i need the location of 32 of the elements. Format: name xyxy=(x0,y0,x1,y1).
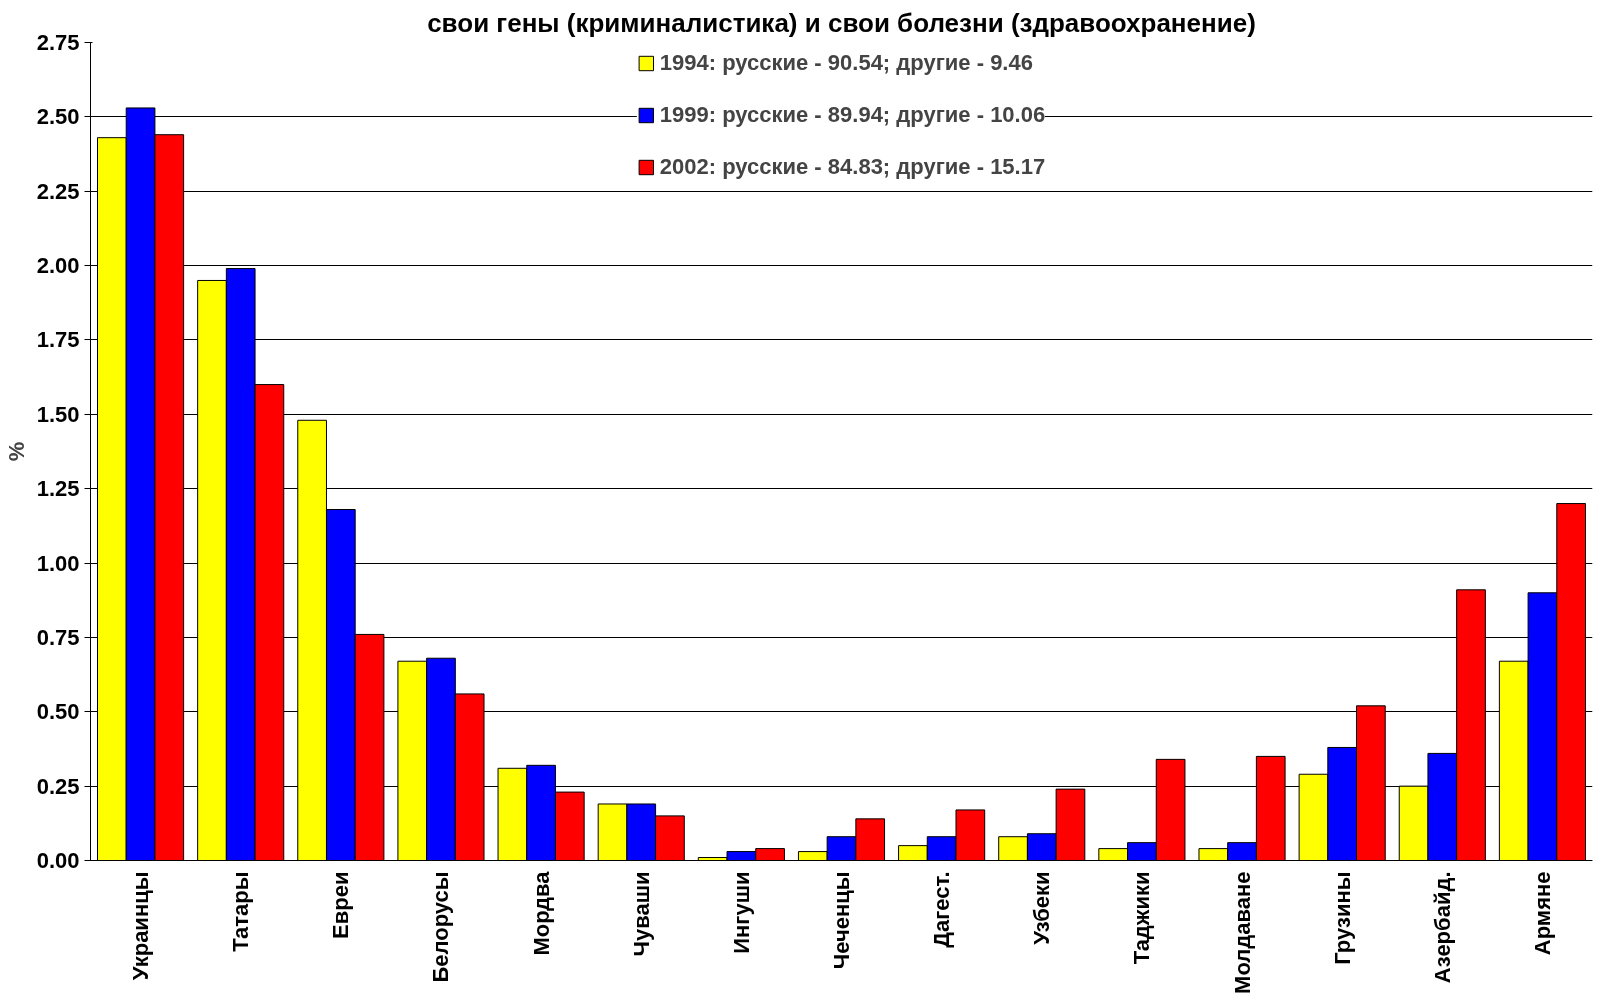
legend-label: 1994: русские - 90.54; другие - 9.46 xyxy=(659,50,1033,76)
y-tick-label: 0.25 xyxy=(36,773,80,799)
x-tick-label: Дагест. xyxy=(929,871,955,948)
legend-label: 1999: русские - 89.94; другие - 10.06 xyxy=(659,102,1046,128)
y-tick-label: 1.50 xyxy=(36,401,80,427)
x-tick-label: Белорусы xyxy=(428,871,454,983)
x-tick-label: Ингуши xyxy=(728,871,754,954)
y-tick-label: 0.50 xyxy=(36,699,80,725)
y-tick-label: 0.00 xyxy=(36,848,80,873)
x-tick-label: Таджики xyxy=(1129,871,1155,965)
y-tick-label: 0.75 xyxy=(36,624,80,650)
x-tick-label: Азербайд. xyxy=(1429,871,1455,984)
x-tick-label: Армяне xyxy=(1529,871,1555,956)
x-tick-label: Молдаване xyxy=(1229,871,1255,994)
y-tick-label: 2.50 xyxy=(36,104,80,130)
y-tick-label: 2.00 xyxy=(36,253,80,279)
x-tick-label: Узбеки xyxy=(1029,871,1055,945)
x-tick-label: Мордва xyxy=(528,870,554,956)
y-tick-label: 2.25 xyxy=(36,178,80,204)
y-tick-label: 1.75 xyxy=(36,327,80,353)
chart-title: свои гены (криминалистика) и свои болезни (здравоохранение) xyxy=(427,7,1256,38)
y-tick-label: 2.75 xyxy=(36,30,80,55)
x-tick-label: Украинцы xyxy=(128,871,154,981)
y-axis-title: % xyxy=(3,441,29,462)
x-tick-label: Чуваши xyxy=(628,871,654,957)
y-tick-label: 1.00 xyxy=(36,550,80,576)
y-tick-label: 1.25 xyxy=(36,476,80,502)
x-tick-label: Чеченцы xyxy=(829,871,854,970)
x-tick-label: Евреи xyxy=(328,871,354,939)
x-tick-label: Грузины xyxy=(1329,871,1355,965)
legend-label: 2002: русские - 84.83; другие - 15.17 xyxy=(659,154,1046,180)
x-tick-label: Татары xyxy=(228,871,254,952)
